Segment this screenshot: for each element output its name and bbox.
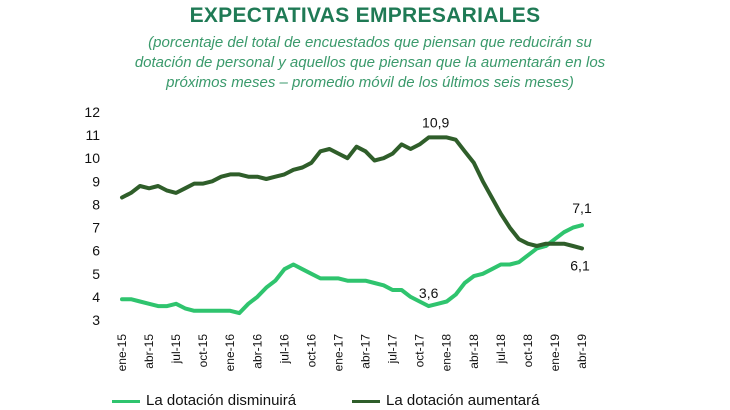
subtitle-line-2: dotación de personal y aquellos que pien…: [134, 54, 606, 71]
y-tick-label: 8: [92, 196, 100, 212]
x-tick-label: jul-18: [494, 334, 508, 365]
data-label: 10,9: [422, 114, 449, 130]
y-tick-label: 10: [84, 150, 100, 166]
x-tick-label: jul-16: [277, 334, 291, 365]
data-label: 7,1: [572, 200, 592, 216]
y-tick-label: 6: [92, 243, 100, 259]
legend-swatch-aumentara: [352, 399, 380, 403]
chart-subtitle: (porcentaje del total de encuestados que…: [70, 33, 670, 93]
y-tick-label: 12: [84, 104, 100, 120]
subtitle-line-3: próximos meses – promedio móvil de los ú…: [166, 74, 574, 91]
y-tick-label: 7: [92, 220, 100, 236]
y-tick-label: 3: [92, 312, 100, 328]
x-tick-label: abr-17: [359, 334, 373, 369]
x-tick-label: abr-16: [250, 334, 264, 369]
x-tick-label: ene-18: [440, 334, 454, 372]
legend-swatch-disminuira: [112, 399, 140, 403]
x-tick-label: oct-17: [413, 334, 427, 368]
x-tick-label: abr-15: [142, 334, 156, 369]
y-tick-label: 9: [92, 173, 100, 189]
data-label: 3,6: [419, 285, 439, 301]
legend-label-aumentara: La dotación aumentará: [386, 392, 540, 409]
x-tick-label: ene-15: [115, 334, 129, 372]
series-line-aumentara: [120, 135, 584, 251]
subtitle-line-1: (porcentaje del total de encuestados que…: [148, 34, 592, 51]
series-line-disminuira: [120, 223, 584, 316]
legend-item-aumentara: La dotación aumentará: [352, 392, 539, 409]
chart-title: EXPECTATIVAS EMPRESARIALES: [189, 4, 541, 27]
x-tick-label: jul-15: [169, 334, 183, 365]
y-tick-label: 5: [92, 266, 100, 282]
data-label: 6,1: [570, 257, 590, 273]
x-tick-label: ene-16: [223, 334, 237, 372]
x-tick-label: abr-18: [467, 334, 481, 369]
legend-label-disminuira: La dotación disminuirá: [146, 392, 297, 409]
x-tick-label: abr-19: [575, 334, 589, 369]
y-tick-label: 4: [92, 289, 100, 305]
x-tick-label: oct-16: [304, 334, 318, 368]
y-tick-label: 11: [85, 127, 100, 143]
x-tick-label: oct-18: [521, 334, 535, 368]
x-tick-label: ene-19: [548, 334, 562, 372]
legend-item-disminuira: La dotación disminuirá: [112, 392, 296, 409]
x-tick-label: jul-17: [386, 334, 400, 365]
x-tick-label: ene-17: [331, 334, 345, 372]
x-tick-label: oct-15: [196, 334, 210, 368]
